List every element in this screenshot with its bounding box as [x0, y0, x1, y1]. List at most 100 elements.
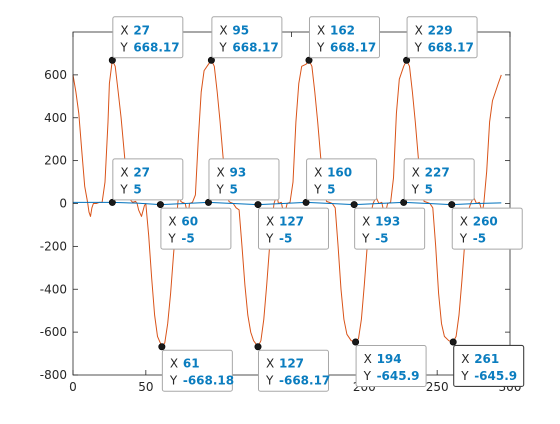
datatip-marker[interactable] [305, 56, 313, 64]
datatip-marker[interactable] [108, 198, 116, 206]
y-tick-label: 600 [44, 68, 67, 82]
datatip-y-label: Y [215, 182, 224, 196]
datatip[interactable]: X 162 Y 668.17 [305, 16, 380, 64]
datatip-y-value: 5 [327, 182, 335, 196]
datatip-box[interactable] [308, 16, 380, 59]
datatip-y-value: 5 [425, 182, 433, 196]
datatip[interactable]: X 93 Y 5 [204, 158, 280, 206]
datatip-y-value: 668.17 [428, 40, 474, 54]
datatip-y-value: -5 [279, 232, 292, 246]
datatip[interactable]: X 61 Y -668.18 [158, 343, 234, 392]
datatip-marker[interactable] [403, 56, 411, 64]
datatip-x-value: 162 [330, 23, 355, 37]
datatip-y-label: Y [169, 374, 178, 388]
datatip[interactable]: X 60 Y -5 [156, 201, 232, 250]
datatip-marker[interactable] [158, 343, 166, 351]
x-tick-label: 0 [69, 380, 77, 394]
datatip-x-value: 261 [474, 352, 499, 366]
datatip[interactable]: X 193 Y -5 [350, 201, 426, 250]
datatip-box[interactable] [112, 158, 184, 201]
y-tick-label: -200 [40, 239, 67, 253]
datatip-box[interactable] [257, 207, 329, 250]
datatip-x-value: 60 [181, 215, 198, 229]
datatip-x-label: X [460, 215, 468, 229]
datatip-y-value: 5 [133, 182, 141, 196]
datatip[interactable]: X 127 Y -668.17 [254, 343, 330, 392]
datatip-marker[interactable] [302, 198, 310, 206]
datatip-y-label: Y [119, 182, 128, 196]
datatip-marker[interactable] [254, 343, 262, 351]
datatip-y-label: Y [313, 182, 322, 196]
datatip-x-value: 260 [473, 215, 498, 229]
y-tick-label: -800 [40, 368, 67, 382]
datatip-y-label: Y [414, 40, 423, 54]
datatip-box[interactable] [257, 349, 329, 392]
datatips-layer[interactable]: X 27 Y 668.17 X 95 Y 668.17 X 162 Y 668.17 X 229 Y 668.… [108, 16, 525, 392]
datatip-box[interactable] [306, 158, 378, 201]
datatip-x-value: 127 [279, 215, 304, 229]
datatip[interactable]: X 127 Y -5 [254, 201, 329, 250]
datatip[interactable]: X 194 Y -645.9 [352, 338, 427, 387]
datatip-x-value: 27 [133, 23, 150, 37]
datatip-marker[interactable] [156, 201, 164, 209]
datatip-x-label: X [170, 357, 178, 371]
datatip-box[interactable] [451, 207, 523, 250]
datatip-x-value: 61 [183, 357, 200, 371]
datatip-x-label: X [216, 165, 224, 179]
datatip-box[interactable] [208, 158, 280, 201]
datatip[interactable]: X 95 Y 668.17 [207, 16, 283, 64]
datatip-marker[interactable] [108, 56, 116, 64]
datatip-y-value: 5 [229, 182, 237, 196]
y-tick-label: 400 [44, 111, 67, 125]
datatip-box[interactable] [406, 16, 478, 59]
datatip-marker[interactable] [352, 338, 360, 346]
datatip-box[interactable] [211, 16, 283, 59]
datatip-marker[interactable] [254, 201, 262, 209]
datatip-box[interactable] [160, 207, 232, 250]
datatip[interactable]: X 261 Y -645.9 [449, 338, 525, 388]
datatip-box[interactable] [161, 349, 233, 392]
datatip-box[interactable] [112, 16, 184, 59]
y-tick-label: -600 [40, 325, 67, 339]
datatip-box[interactable] [453, 344, 525, 388]
datatip-marker[interactable] [448, 201, 456, 209]
series-line-2 [73, 201, 502, 206]
datatip-x-value: 227 [425, 165, 450, 179]
datatip-marker[interactable] [400, 198, 408, 206]
datatip[interactable]: X 229 Y 668.17 [403, 16, 478, 64]
datatip-y-label: Y [460, 369, 469, 383]
datatip-x-label: X [219, 23, 227, 37]
datatip-box[interactable] [354, 207, 426, 250]
datatip[interactable]: X 27 Y 5 [108, 158, 184, 206]
datatip-y-label: Y [265, 374, 274, 388]
datatip-box[interactable] [355, 344, 427, 387]
datatip-marker[interactable] [350, 201, 358, 209]
datatip-x-value: 93 [229, 165, 246, 179]
datatip-y-value: -645.9 [474, 369, 517, 383]
datatip[interactable]: X 160 Y 5 [302, 158, 378, 206]
datatip-y-value: 668.17 [330, 40, 376, 54]
axes-layer: 050100150200250300-800-600-400-200020040… [40, 31, 521, 394]
datatip[interactable]: X 227 Y 5 [400, 158, 475, 206]
datatip-x-value: 193 [375, 215, 400, 229]
datatip-y-label: Y [119, 40, 128, 54]
datatip-y-label: Y [167, 232, 176, 246]
datatip-x-label: X [120, 165, 128, 179]
x-tick-label: 50 [138, 380, 153, 394]
datatip-x-label: X [364, 352, 372, 366]
datatip-y-label: Y [363, 369, 372, 383]
datatip-y-value: -5 [181, 232, 194, 246]
datatip-marker[interactable] [204, 198, 212, 206]
datatip[interactable]: X 260 Y -5 [448, 201, 523, 250]
datatip-box[interactable] [403, 158, 475, 201]
datatip-marker[interactable] [449, 338, 457, 346]
datatip-x-value: 95 [232, 23, 249, 37]
datatip-x-value: 194 [377, 352, 402, 366]
datatip-y-label: Y [459, 232, 468, 246]
datatip-y-label: Y [316, 40, 325, 54]
datatip[interactable]: X 27 Y 668.17 [108, 16, 184, 64]
datatip-marker[interactable] [207, 56, 215, 64]
datatip-y-value: -668.18 [183, 374, 234, 388]
datatip-x-value: 160 [327, 165, 352, 179]
